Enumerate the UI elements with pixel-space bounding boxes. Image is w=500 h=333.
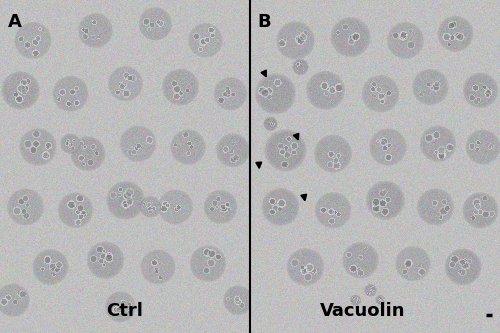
Text: A: A bbox=[8, 13, 22, 31]
Text: B: B bbox=[258, 13, 271, 31]
Text: Ctrl: Ctrl bbox=[106, 302, 144, 320]
Text: Vacuolin: Vacuolin bbox=[320, 302, 405, 320]
